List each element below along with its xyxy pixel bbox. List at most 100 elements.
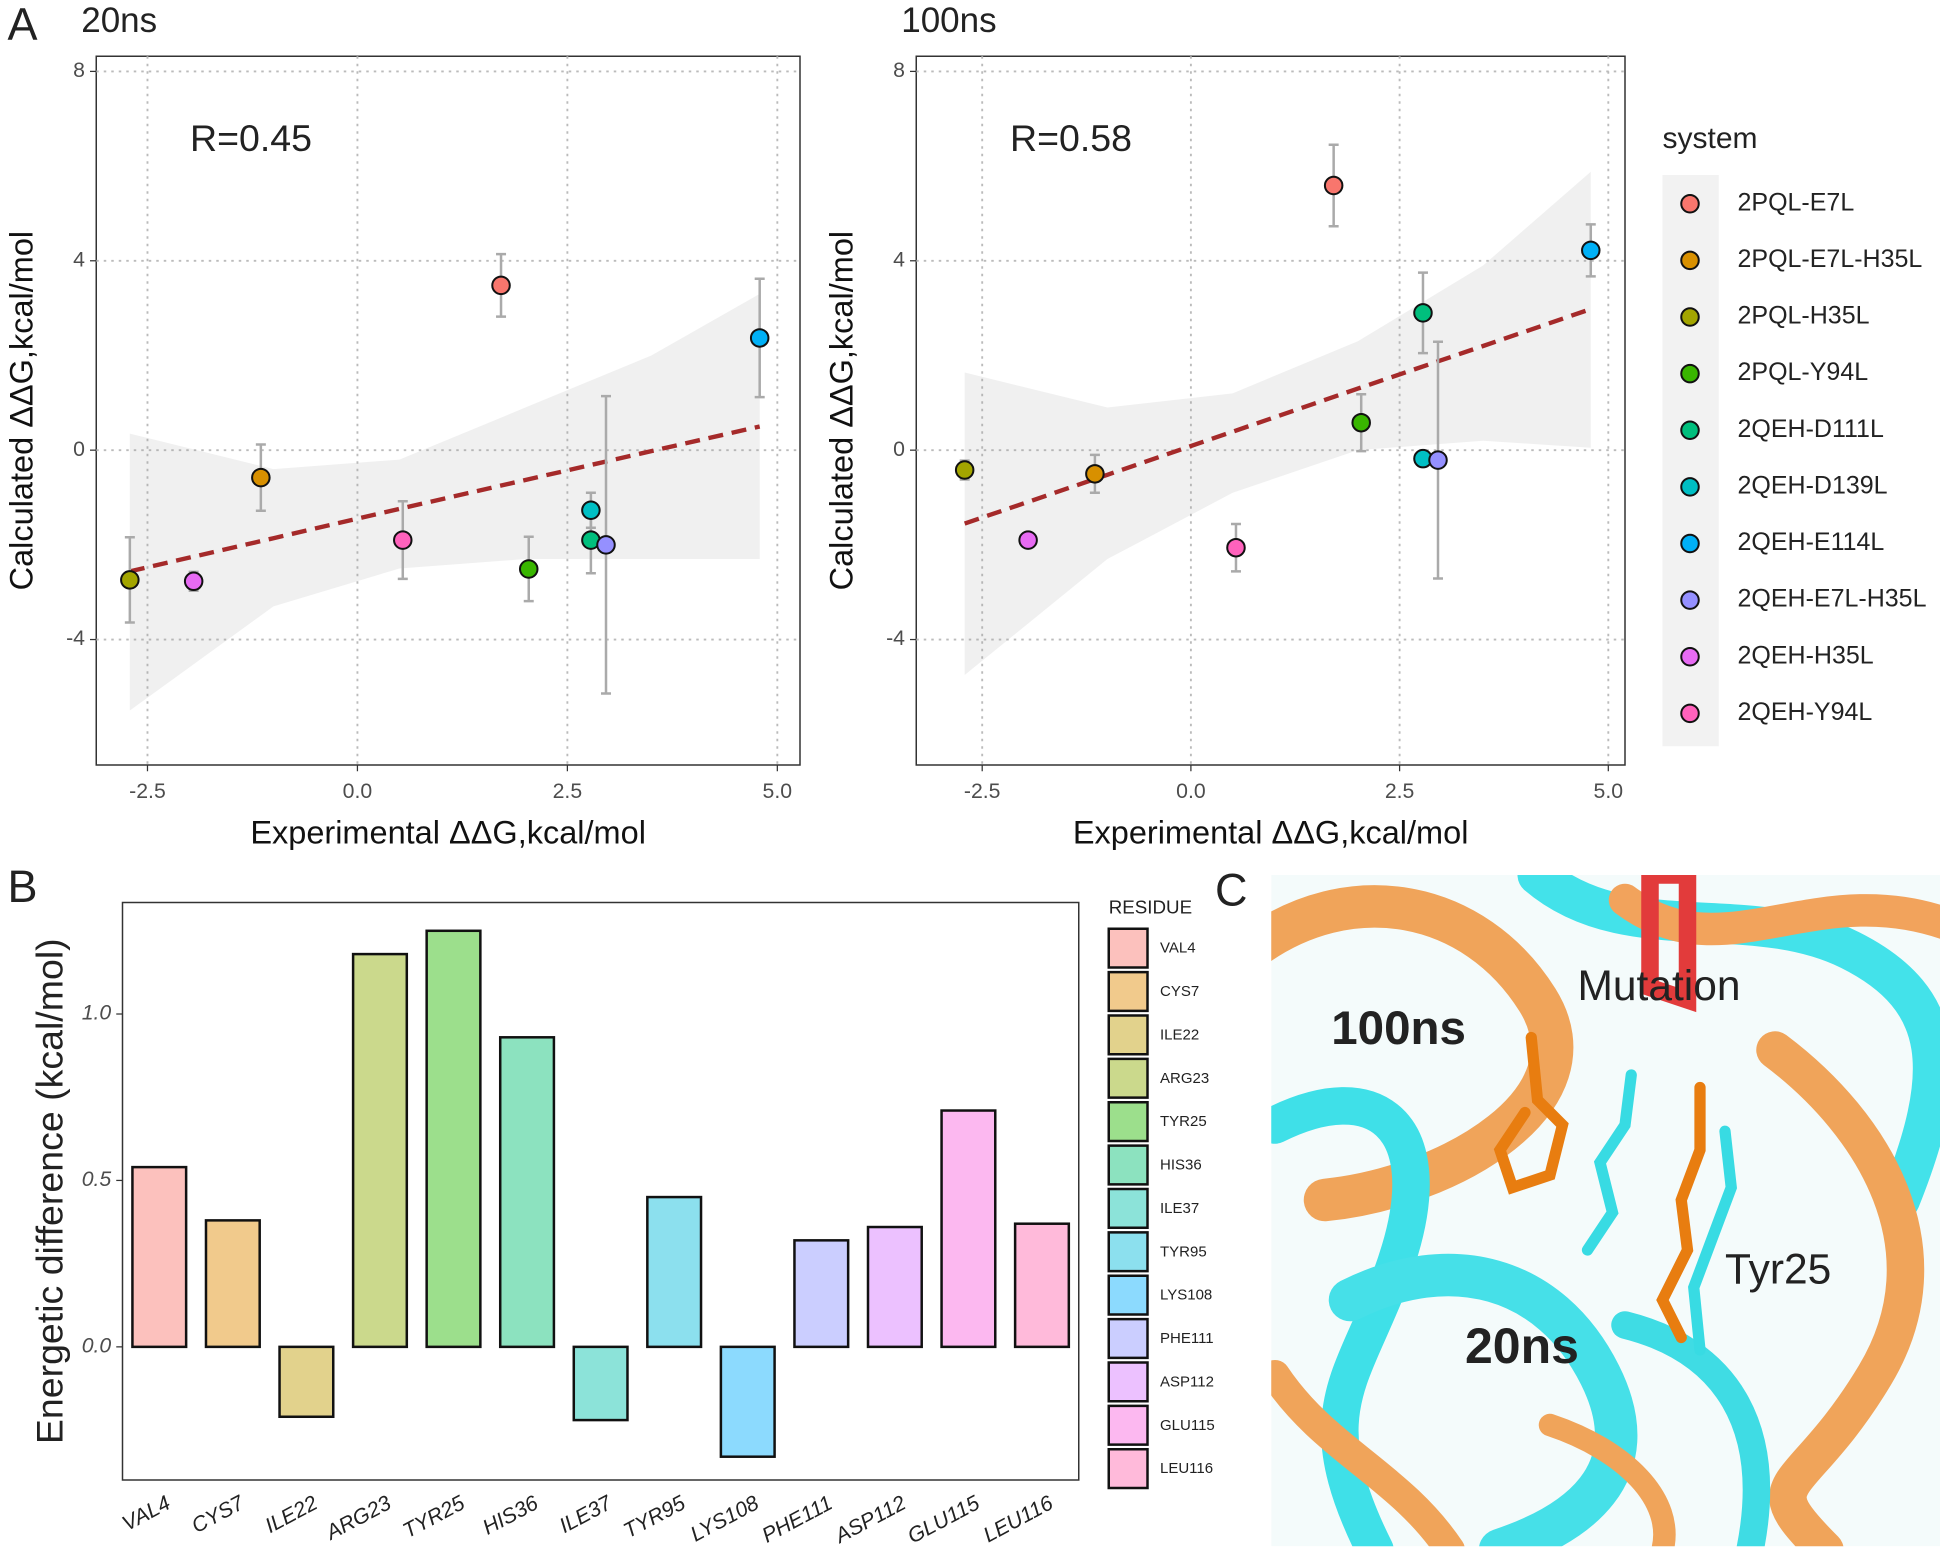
point bbox=[596, 535, 616, 555]
legend-swatch bbox=[1107, 1057, 1149, 1099]
x-tick-label: LYS108 bbox=[686, 1491, 762, 1547]
legend-swatch bbox=[1107, 1404, 1149, 1446]
confidence-band bbox=[964, 171, 1591, 676]
structure-label: 100ns bbox=[1331, 1002, 1466, 1055]
y-tick-label: -4 bbox=[66, 626, 85, 650]
legend-swatch bbox=[1107, 1361, 1149, 1403]
legend-swatch bbox=[1680, 420, 1700, 441]
x-tick-label: 2.5 bbox=[1385, 779, 1415, 803]
x-tick-label: 2.5 bbox=[553, 779, 583, 803]
x-tick-label: 0.0 bbox=[343, 779, 373, 803]
x-tick-label: VAL4 bbox=[118, 1491, 174, 1536]
fit-line bbox=[129, 424, 761, 574]
legend-label: PHE111 bbox=[1160, 1330, 1214, 1347]
legend-label: 2QEH-D111L bbox=[1738, 415, 1884, 443]
annotation: R=0.45 bbox=[190, 117, 312, 159]
plot-frame bbox=[915, 55, 1626, 766]
legend-label: LEU116 bbox=[1160, 1460, 1213, 1477]
chart-title: 100ns bbox=[901, 1, 996, 40]
point bbox=[1428, 450, 1448, 470]
y-tick-label: 4 bbox=[73, 247, 85, 271]
point bbox=[1018, 530, 1038, 550]
bar bbox=[425, 929, 482, 1349]
y-tick-label: 8 bbox=[73, 58, 85, 82]
point bbox=[1226, 537, 1246, 558]
y-axis-label: Calculated ΔΔG,kcal/mol bbox=[3, 231, 39, 591]
legend-swatch bbox=[1680, 703, 1700, 724]
legend-swatch bbox=[1680, 250, 1700, 271]
legend-swatch bbox=[1680, 307, 1700, 327]
y-tick-label: 0 bbox=[893, 437, 905, 461]
y-tick-label: 0.5 bbox=[82, 1167, 112, 1191]
point bbox=[1323, 175, 1344, 196]
legend-swatch bbox=[1107, 1144, 1149, 1186]
legend-label: ASP112 bbox=[1160, 1373, 1214, 1390]
legend-label: TYR25 bbox=[1160, 1113, 1207, 1130]
bar bbox=[1013, 1222, 1071, 1349]
point bbox=[749, 328, 770, 348]
bar bbox=[131, 1165, 188, 1349]
legend-label: GLU115 bbox=[1160, 1417, 1215, 1434]
confidence-band bbox=[129, 293, 760, 711]
y-axis-label: Calculated ΔΔG,kcal/mol bbox=[823, 231, 859, 591]
x-tick-label: TYR25 bbox=[399, 1491, 469, 1543]
legend-swatch bbox=[1107, 1448, 1149, 1490]
fit-line bbox=[963, 307, 1592, 526]
x-tick-label: -2.5 bbox=[964, 779, 1001, 803]
legend-label: 2PQL-Y94L bbox=[1738, 358, 1869, 386]
point bbox=[1413, 303, 1433, 323]
legend-swatch bbox=[1107, 1014, 1149, 1056]
legend-swatch bbox=[1107, 1187, 1149, 1230]
x-axis-label: Experimental ΔΔG,kcal/mol bbox=[250, 815, 646, 851]
structure-label: Mutation bbox=[1578, 963, 1741, 1010]
point bbox=[1085, 464, 1105, 484]
legend-label: TYR95 bbox=[1160, 1243, 1207, 1260]
x-tick-label: ILE22 bbox=[261, 1491, 321, 1538]
bar bbox=[940, 1109, 997, 1349]
legend-label: ILE37 bbox=[1160, 1200, 1199, 1217]
point bbox=[183, 571, 204, 592]
point bbox=[581, 500, 601, 521]
legend-label: 2PQL-H35L bbox=[1738, 302, 1870, 330]
legend-label: 2QEH-E7L-H35L bbox=[1738, 585, 1927, 613]
legend-swatch bbox=[1680, 363, 1700, 384]
legend-label: ILE22 bbox=[1160, 1026, 1199, 1043]
legend-title: system bbox=[1663, 122, 1758, 155]
legend-swatch bbox=[1107, 970, 1149, 1013]
point bbox=[393, 530, 413, 550]
legend-swatch bbox=[1680, 533, 1700, 554]
legend-label: 2PQL-E7L bbox=[1738, 188, 1855, 216]
bar bbox=[204, 1219, 261, 1349]
x-tick-label: CYS7 bbox=[188, 1490, 249, 1538]
legend-swatch bbox=[1680, 194, 1700, 214]
legend-label: 2QEH-E114L bbox=[1738, 528, 1885, 556]
structure-label: 20ns bbox=[1465, 1318, 1579, 1374]
point bbox=[491, 275, 511, 296]
x-axis-label: Experimental ΔΔG,kcal/mol bbox=[1073, 815, 1469, 851]
legend-label: VAL4 bbox=[1160, 940, 1196, 957]
x-tick-label: 5.0 bbox=[763, 779, 793, 803]
y-axis-label: Energetic difference (kcal/mol) bbox=[28, 938, 70, 1444]
x-tick-label: ILE37 bbox=[555, 1490, 616, 1538]
x-tick-label: LEU116 bbox=[979, 1491, 1057, 1548]
panel-label: A bbox=[8, 0, 38, 49]
x-tick-label: PHE111 bbox=[758, 1491, 836, 1548]
legend-label: CYS7 bbox=[1160, 983, 1199, 1000]
x-tick-label: ASP112 bbox=[829, 1491, 910, 1549]
legend-swatch bbox=[1107, 1100, 1149, 1143]
point bbox=[518, 559, 539, 579]
point bbox=[251, 467, 271, 488]
bar bbox=[278, 1345, 335, 1419]
legend-label: HIS36 bbox=[1160, 1157, 1202, 1174]
legend-label: 2QEH-Y94L bbox=[1738, 698, 1873, 726]
point bbox=[120, 570, 140, 590]
bar bbox=[719, 1345, 776, 1458]
plot-frame bbox=[95, 55, 801, 766]
annotation: R=0.58 bbox=[1010, 117, 1132, 159]
y-tick-label: 0.0 bbox=[82, 1333, 112, 1357]
plot-frame bbox=[121, 901, 1080, 1481]
legend-swatch bbox=[1107, 1274, 1149, 1316]
legend-title: RESIDUE bbox=[1109, 897, 1192, 918]
